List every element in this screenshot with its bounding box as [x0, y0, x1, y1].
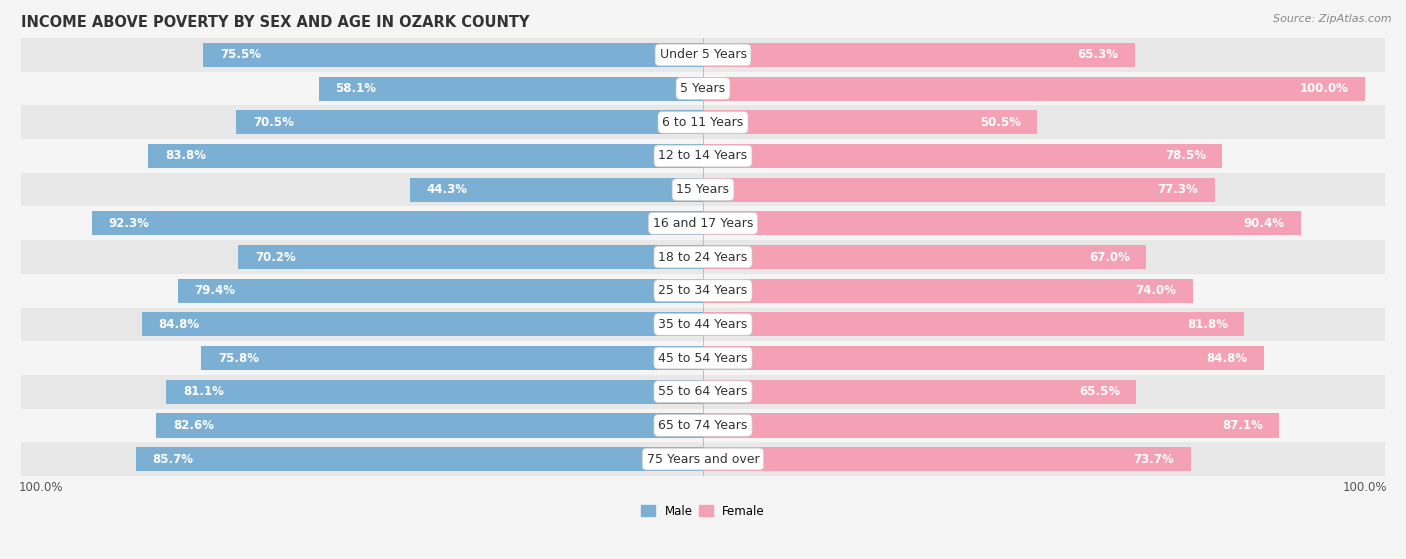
Text: 67.0%: 67.0%	[1090, 250, 1130, 263]
Text: 55 to 64 Years: 55 to 64 Years	[658, 385, 748, 398]
Bar	[236, 110, 703, 134]
Bar	[21, 442, 1385, 476]
Bar	[703, 211, 1301, 235]
Bar	[21, 106, 1385, 139]
Text: 45 to 54 Years: 45 to 54 Years	[658, 352, 748, 364]
Bar	[703, 110, 1038, 134]
Bar	[703, 245, 1146, 269]
Text: 15 Years: 15 Years	[676, 183, 730, 196]
Text: Source: ZipAtlas.com: Source: ZipAtlas.com	[1274, 14, 1392, 24]
Bar	[703, 380, 1136, 404]
Text: 25 to 34 Years: 25 to 34 Years	[658, 284, 748, 297]
Text: 65.3%: 65.3%	[1077, 49, 1119, 61]
Text: 5 Years: 5 Years	[681, 82, 725, 95]
Text: 35 to 44 Years: 35 to 44 Years	[658, 318, 748, 331]
Text: 85.7%: 85.7%	[152, 453, 194, 466]
Bar	[703, 178, 1215, 202]
Text: 75.8%: 75.8%	[218, 352, 259, 364]
Bar	[21, 375, 1385, 409]
Text: 12 to 14 Years: 12 to 14 Years	[658, 149, 748, 163]
Bar	[93, 211, 703, 235]
Bar	[201, 346, 703, 370]
Bar	[21, 139, 1385, 173]
Text: 100.0%: 100.0%	[1299, 82, 1348, 95]
Text: 70.5%: 70.5%	[253, 116, 294, 129]
Text: 84.8%: 84.8%	[159, 318, 200, 331]
Bar	[21, 240, 1385, 274]
Text: 81.8%: 81.8%	[1187, 318, 1227, 331]
Text: 58.1%: 58.1%	[335, 82, 375, 95]
Text: 78.5%: 78.5%	[1166, 149, 1206, 163]
Bar	[166, 380, 703, 404]
Bar	[21, 409, 1385, 442]
Bar	[21, 38, 1385, 72]
Text: 65.5%: 65.5%	[1078, 385, 1121, 398]
Text: Under 5 Years: Under 5 Years	[659, 49, 747, 61]
Bar	[703, 278, 1192, 303]
Bar	[239, 245, 703, 269]
Bar	[703, 447, 1191, 471]
Bar	[156, 413, 703, 438]
Bar	[409, 178, 703, 202]
Text: 73.7%: 73.7%	[1133, 453, 1174, 466]
Text: 65 to 74 Years: 65 to 74 Years	[658, 419, 748, 432]
Bar	[703, 346, 1264, 370]
Bar	[204, 43, 703, 67]
Text: 44.3%: 44.3%	[426, 183, 467, 196]
Bar	[319, 77, 703, 101]
Text: 16 and 17 Years: 16 and 17 Years	[652, 217, 754, 230]
Bar	[149, 144, 703, 168]
Text: 18 to 24 Years: 18 to 24 Years	[658, 250, 748, 263]
Text: 75 Years and over: 75 Years and over	[647, 453, 759, 466]
Bar	[142, 312, 703, 337]
Bar	[21, 274, 1385, 307]
Text: 50.5%: 50.5%	[980, 116, 1021, 129]
Text: INCOME ABOVE POVERTY BY SEX AND AGE IN OZARK COUNTY: INCOME ABOVE POVERTY BY SEX AND AGE IN O…	[21, 15, 530, 30]
Legend: Male, Female: Male, Female	[637, 500, 769, 523]
Text: 82.6%: 82.6%	[173, 419, 214, 432]
Bar	[703, 144, 1222, 168]
Text: 6 to 11 Years: 6 to 11 Years	[662, 116, 744, 129]
Text: 92.3%: 92.3%	[108, 217, 149, 230]
Bar	[21, 72, 1385, 106]
Bar	[177, 278, 703, 303]
Text: 79.4%: 79.4%	[194, 284, 235, 297]
Bar	[136, 447, 703, 471]
Bar	[21, 307, 1385, 341]
Text: 81.1%: 81.1%	[183, 385, 224, 398]
Text: 74.0%: 74.0%	[1135, 284, 1177, 297]
Text: 83.8%: 83.8%	[165, 149, 207, 163]
Bar	[21, 341, 1385, 375]
Bar	[703, 312, 1244, 337]
Text: 90.4%: 90.4%	[1244, 217, 1285, 230]
Text: 70.2%: 70.2%	[254, 250, 295, 263]
Bar	[21, 206, 1385, 240]
Bar	[703, 77, 1365, 101]
Bar	[703, 43, 1135, 67]
Text: 77.3%: 77.3%	[1157, 183, 1198, 196]
Text: 87.1%: 87.1%	[1222, 419, 1263, 432]
Bar	[21, 173, 1385, 206]
Text: 75.5%: 75.5%	[219, 49, 262, 61]
Text: 84.8%: 84.8%	[1206, 352, 1247, 364]
Bar	[703, 413, 1279, 438]
